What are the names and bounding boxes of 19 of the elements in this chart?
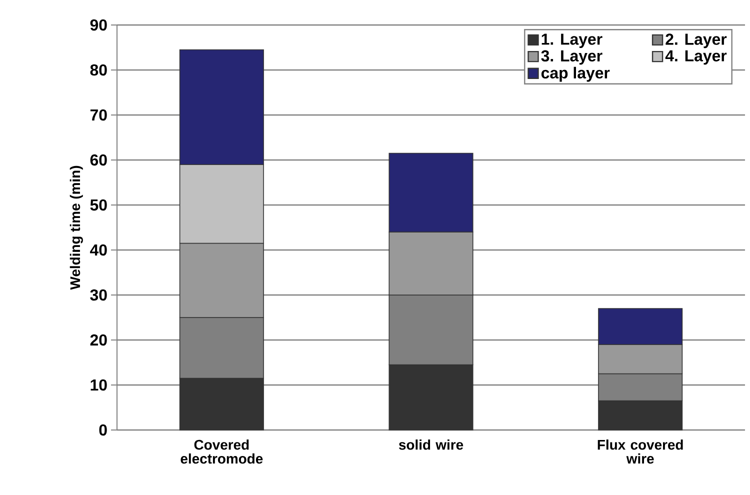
y-tick-label: 70 <box>90 109 107 121</box>
x-tick-label: solid wire <box>398 439 464 450</box>
y-tick-label: 50 <box>90 199 107 211</box>
y-tick-label: 30 <box>90 289 107 301</box>
y-axis-title: Welding time (min) <box>70 166 83 290</box>
legend-label: cap layer <box>541 66 610 82</box>
y-tick-label: 0 <box>99 424 107 436</box>
y-tick-label: 40 <box>90 244 107 256</box>
legend-label: 1. Layer <box>542 34 602 48</box>
y-tick-label: 80 <box>90 64 107 76</box>
x-tick-label: Covered electromode <box>180 439 263 464</box>
y-tick-label: 20 <box>90 334 107 346</box>
x-tick-label: Flux covered wire <box>598 439 683 464</box>
y-tick-label: 90 <box>90 19 107 31</box>
legend-label: 2. Layer <box>666 34 727 48</box>
legend-label: 3. Layer <box>541 50 602 65</box>
legend-label: 4. Layer <box>665 50 727 65</box>
y-tick-label: 10 <box>90 379 107 391</box>
y-tick-label: 60 <box>90 154 107 166</box>
